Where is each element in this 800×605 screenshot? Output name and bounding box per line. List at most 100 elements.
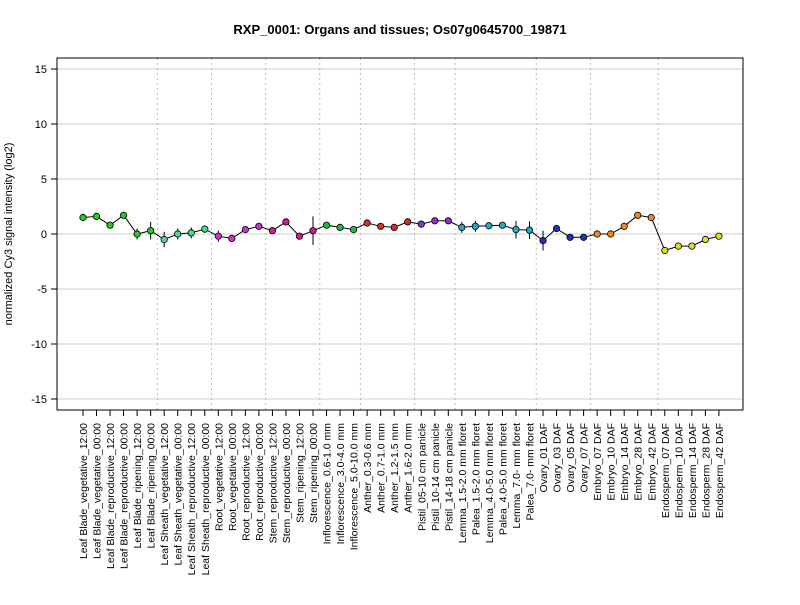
x-tick-label: Lemma_7.0- mm floret <box>511 423 523 529</box>
x-tick-label: Endosperm_42 DAF <box>714 423 726 518</box>
data-point <box>404 218 412 226</box>
x-tick-label: Leaf Blade_vegetative_00:00 <box>92 423 104 559</box>
x-tick-label: Leaf Sheath_reproductive_12:00 <box>186 423 198 576</box>
data-point <box>485 222 493 230</box>
data-point <box>295 232 304 240</box>
data-point <box>336 223 344 231</box>
y-tick-label: 0 <box>41 229 47 241</box>
data-point <box>701 235 709 244</box>
grid-layer <box>57 58 743 410</box>
x-tick-label: Leaf Blade_reproductive_00:00 <box>119 423 131 569</box>
data-point <box>715 232 723 240</box>
x-tick-label: Inflorescence_3.0-4.0 mm <box>335 423 347 545</box>
data-point <box>647 213 655 222</box>
x-tick-label: Palea_4.0-5.0 mm floret <box>497 423 509 535</box>
x-tick-label: Lemma_1.5-2.0 mm floret <box>457 423 469 543</box>
plot-frame <box>56 57 744 411</box>
data-point <box>458 223 466 231</box>
data-point <box>377 222 385 230</box>
data-point <box>363 219 371 227</box>
data-point <box>309 227 317 235</box>
x-tick-label: Stem_ripening_12:00 <box>294 423 306 523</box>
x-tick-label: Root_reproductive_12:00 <box>240 423 252 541</box>
data-point <box>268 227 277 235</box>
x-tick-label: Root_reproductive_00:00 <box>254 423 266 541</box>
data-point <box>607 230 615 238</box>
data-point <box>255 222 263 230</box>
data-point <box>79 213 87 222</box>
data-point <box>349 226 358 234</box>
y-tick-label: 5 <box>41 174 47 186</box>
data-point <box>282 218 290 226</box>
data-point <box>214 232 222 240</box>
chart-title: RXP_0001: Organs and tissues; Os07g06457… <box>233 22 566 37</box>
x-tick-label: Leaf Sheath_vegetative_12:00 <box>159 423 171 566</box>
data-point <box>498 221 507 229</box>
x-tick-label: Ovary_07 DAF <box>579 423 591 492</box>
x-tick-label: Root_vegetative_12:00 <box>213 423 225 531</box>
data-point <box>634 211 642 219</box>
data-point <box>390 223 398 231</box>
y-tick-label: 10 <box>35 119 47 131</box>
x-tick-label: Ovary_03 DAF <box>552 423 564 492</box>
x-tick-label: Lemma_4.0-5.0 mm floret <box>484 423 496 543</box>
data-point <box>241 226 249 234</box>
x-tick-label: Endosperm_07 DAF <box>660 423 672 518</box>
x-tick-label: Stem_reproductive_00:00 <box>281 423 293 543</box>
y-tick-label: -15 <box>31 394 47 406</box>
data-point <box>580 233 588 241</box>
x-tick-label: Endosperm_28 DAF <box>700 423 712 518</box>
x-tick-label: Embryo_10 DAF <box>606 423 618 501</box>
data-point <box>525 226 534 234</box>
data-point <box>92 212 101 220</box>
data-point <box>431 217 439 225</box>
y-tick-label: -10 <box>31 339 47 351</box>
x-tick-label: Embryo_42 DAF <box>646 423 658 501</box>
x-axis-tick-labels: Leaf Blade_vegetative_12:00 Leaf Blade_ve… <box>78 410 726 575</box>
x-tick-label: Endosperm_10 DAF <box>673 423 685 518</box>
x-tick-label: Leaf Blade_ripening_12:00 <box>132 423 144 549</box>
x-tick-label: Embryo_28 DAF <box>633 423 645 501</box>
data-point <box>471 222 479 230</box>
x-tick-label: Anther_1.6-2.0 mm <box>403 423 415 513</box>
x-tick-label: Palea_1.5-2.0 mm floret <box>470 423 482 535</box>
x-tick-label: Root_vegetative_00:00 <box>227 423 239 531</box>
data-point <box>174 230 182 238</box>
x-tick-label: Pistil_14-18 cm panicle <box>443 423 455 531</box>
data-point <box>417 220 425 228</box>
y-tick-label: -5 <box>37 284 47 296</box>
x-tick-label: Stem_ripening_00:00 <box>308 423 320 523</box>
data-point <box>133 230 141 238</box>
y-axis-label: normalized Cy3 signal intensity (log2) <box>3 143 15 326</box>
data-point <box>620 222 628 230</box>
x-tick-label: Anther_1.2-1.5 mm <box>389 423 401 513</box>
x-tick-label: Endosperm_14 DAF <box>687 423 699 518</box>
x-tick-label: Embryo_14 DAF <box>619 423 631 501</box>
x-tick-label: Leaf Blade_ripening_00:00 <box>146 423 158 549</box>
x-tick-label: Anther_0.7-1.0 mm <box>376 423 388 513</box>
data-point <box>106 221 114 229</box>
data-point <box>322 221 331 229</box>
x-tick-label: Pistil_05-10 cm panicle <box>416 423 428 531</box>
data-point <box>444 217 452 225</box>
y-tick-label: 15 <box>35 64 47 76</box>
x-tick-label: Inflorescence_0.6-1.0 mm <box>322 423 334 545</box>
x-tick-label: Ovary_05 DAF <box>565 423 577 492</box>
data-point <box>552 224 561 233</box>
data-point <box>147 227 155 235</box>
data-point <box>566 233 574 241</box>
data-point <box>593 230 601 238</box>
data-point <box>119 211 128 219</box>
data-point <box>688 242 696 250</box>
x-tick-label: Leaf Sheath_vegetative_00:00 <box>173 423 185 566</box>
x-tick-label: Leaf Blade_reproductive_12:00 <box>105 423 117 569</box>
data-point <box>187 229 195 237</box>
data-point <box>661 246 669 255</box>
y-axis: -15 -10 -5 0 5 10 15 <box>31 64 57 406</box>
data-point <box>539 237 547 245</box>
data-point <box>512 226 520 234</box>
x-tick-label: Leaf Sheath_reproductive_00:00 <box>200 423 212 576</box>
data-point <box>160 235 168 244</box>
